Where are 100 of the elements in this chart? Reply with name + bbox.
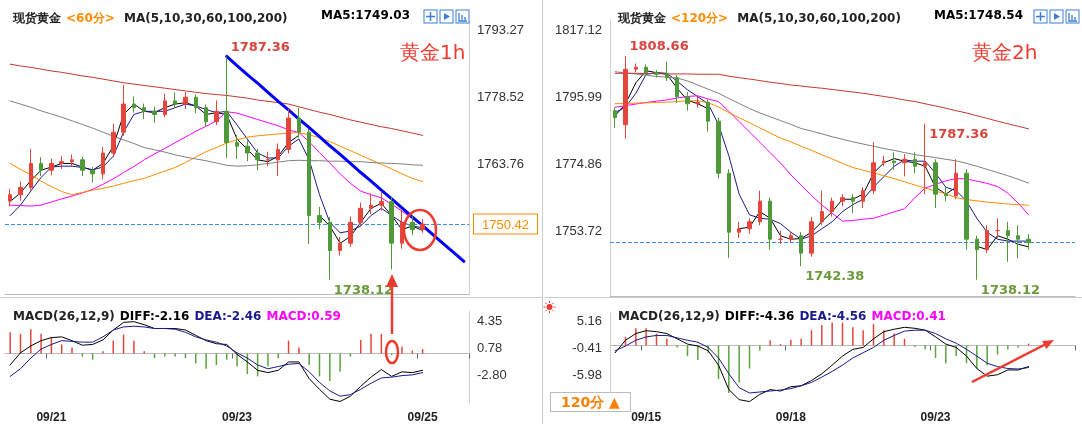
y-tick-label: 1795.99 (555, 88, 602, 104)
candlestick (163, 93, 167, 118)
candlestick (173, 91, 177, 109)
text: DEA:-4.56 (799, 309, 867, 323)
candlestick (400, 209, 404, 250)
candlestick (224, 56, 229, 159)
candlestick (634, 62, 638, 73)
candlestick (1016, 224, 1020, 259)
candlestick (809, 216, 814, 258)
candlestick (861, 186, 865, 209)
y-tick-label: 1753.72 (555, 222, 602, 238)
candlestick (716, 117, 721, 180)
annotation: 1738.12 (333, 281, 394, 297)
candlestick (747, 217, 752, 235)
y-tick-label: -0.41 (572, 339, 602, 355)
legend-title: MA(5,10,30,60,100,200) (733, 11, 901, 25)
candlestick (1026, 233, 1031, 251)
candlestick (286, 108, 291, 154)
candlestick (840, 193, 845, 207)
candlestick (913, 151, 917, 174)
line-series (614, 72, 1029, 130)
candlestick (49, 157, 54, 176)
line-series (614, 95, 1029, 222)
line-series (614, 71, 1029, 184)
series-label: MACD:0.41 (871, 309, 946, 323)
y-tick-label: 1817.12 (555, 21, 602, 37)
candlestick (235, 134, 239, 160)
candlestick (654, 69, 659, 78)
chart-title: 现货黄金 (12, 11, 62, 25)
chart-subtitle: <60分> (66, 11, 115, 25)
candlestick (255, 148, 260, 171)
series-label: DEA:-2.46 (194, 309, 262, 323)
candlestick (328, 216, 332, 281)
candlestick (830, 197, 834, 218)
line-series (9, 100, 424, 167)
candlestick (851, 193, 855, 214)
candlestick (923, 123, 927, 195)
chart-title: MACD(26,12,9) (618, 309, 720, 323)
candlestick (358, 201, 363, 228)
candlestick (80, 156, 85, 177)
candlestick (317, 206, 322, 230)
candlestick (389, 196, 394, 271)
candlestick (954, 158, 958, 200)
x-tick-label: 09/23 (920, 410, 951, 424)
line-series (9, 132, 424, 196)
annotation: 1787.36 (230, 38, 290, 54)
ref-line-label: 1750.42 (482, 216, 529, 232)
candlestick (379, 191, 384, 212)
line-series (614, 329, 1029, 394)
candlestick (613, 106, 617, 129)
text: DIFF:-4.36 (724, 309, 795, 323)
candlestick (101, 146, 105, 180)
annotation: 黄金2h (972, 40, 1038, 64)
candlestick (675, 74, 679, 104)
candlestick (420, 218, 425, 234)
candlestick (985, 224, 989, 254)
x-tick-label: 09/23 (221, 410, 253, 424)
candlestick (183, 91, 188, 110)
y-tick-label: 4.35 (477, 313, 503, 328)
candlestick (214, 99, 219, 126)
annotation: 120分 ▲ (561, 394, 621, 410)
candlestick (59, 155, 64, 170)
candlestick (964, 168, 969, 251)
legend-title: MA(5,10,30,60,100,200) (119, 11, 288, 25)
annotation: 1742.38 (805, 268, 865, 284)
candlestick (665, 61, 669, 82)
candlestick (995, 217, 1000, 239)
y-tick-label: -2.80 (477, 367, 507, 383)
candlestick (142, 103, 146, 120)
candlestick (789, 231, 793, 244)
text: MACD:0.59 (266, 309, 341, 323)
candlestick (644, 63, 648, 77)
series-label: DIFF:-2.16 (119, 309, 190, 323)
y-tick-label: 1793.27 (477, 22, 524, 38)
y-tick-label: 1774.86 (555, 155, 602, 171)
candlestick (727, 168, 731, 259)
candlestick (820, 190, 824, 226)
y-tick-label: 1778.52 (477, 89, 524, 105)
line-series (614, 100, 1029, 206)
text: MA5:1748.54 (933, 8, 1024, 22)
x-tick-label: 09/15 (631, 410, 662, 424)
candlestick (685, 91, 690, 112)
annotation: 1738.12 (980, 281, 1041, 297)
candlestick (768, 197, 772, 251)
candlestick (758, 190, 762, 226)
candlestick (307, 128, 311, 245)
candlestick (706, 98, 710, 133)
candlestick (204, 104, 208, 128)
chart-title: MACD(26,12,9) (13, 309, 115, 323)
candlestick (871, 141, 876, 195)
candlestick (152, 106, 157, 124)
candlestick (737, 221, 741, 239)
candlestick (882, 155, 886, 167)
candlestick (799, 231, 803, 267)
y-tick-label: 1763.76 (477, 156, 524, 172)
candlestick (297, 107, 301, 139)
candlestick (623, 55, 628, 140)
candlestick (975, 235, 979, 281)
candlestick (90, 166, 95, 183)
text: MA5:1749.03 (320, 8, 411, 22)
